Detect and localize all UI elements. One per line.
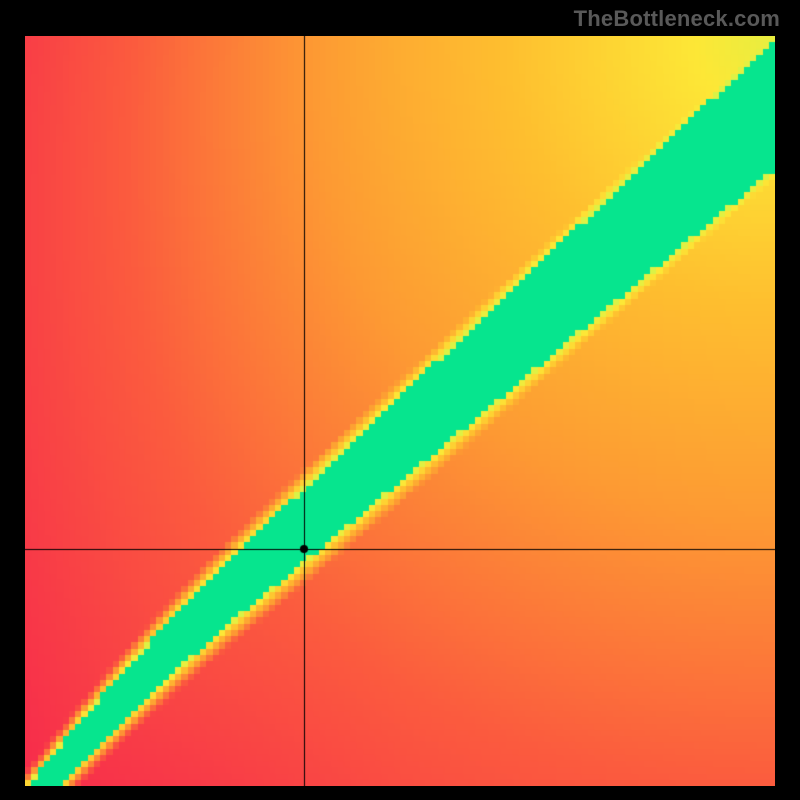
chart-container: TheBottleneck.com <box>0 0 800 800</box>
bottleneck-heatmap <box>25 36 775 786</box>
watermark-text: TheBottleneck.com <box>574 6 780 32</box>
